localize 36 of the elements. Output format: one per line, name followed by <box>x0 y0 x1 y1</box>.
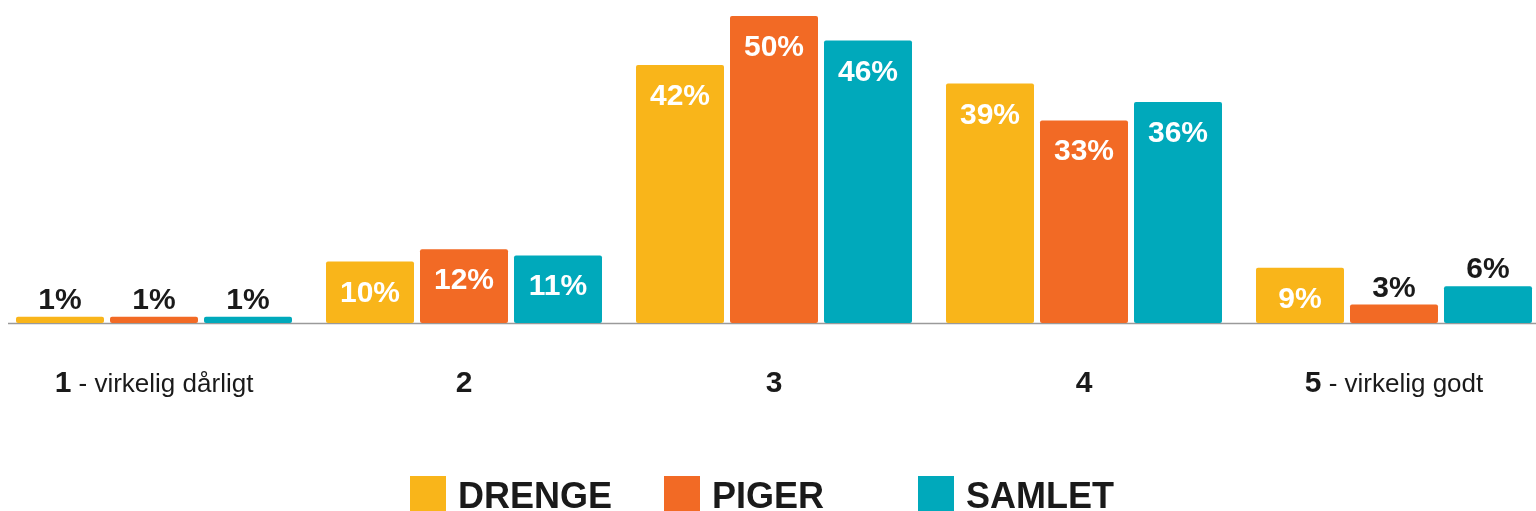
legend-label: PIGER <box>712 475 825 511</box>
data-label: 1% <box>38 281 82 315</box>
bar <box>110 316 198 323</box>
data-label: 46% <box>837 53 899 87</box>
legend-label: SAMLET <box>966 475 1114 511</box>
data-label: 1% <box>226 281 270 315</box>
bar <box>730 16 818 323</box>
bar <box>636 65 724 323</box>
x-tick-label: 3 <box>765 365 783 398</box>
x-tick-label: 2 <box>455 365 473 398</box>
data-label: 1% <box>132 281 176 315</box>
data-label: 9% <box>1278 280 1322 314</box>
data-label: 3% <box>1372 269 1416 303</box>
bar <box>1040 120 1128 323</box>
bar <box>1350 304 1438 323</box>
data-label: 33% <box>1053 133 1115 167</box>
data-label: 11% <box>528 268 588 302</box>
bar <box>1444 286 1532 323</box>
bar <box>1134 101 1222 323</box>
bar <box>514 255 602 323</box>
data-label: 36% <box>1147 114 1209 148</box>
data-label: 42% <box>649 78 711 112</box>
x-tick-label: 5 - virkelig godt <box>1304 365 1485 398</box>
data-label: 12% <box>433 262 495 296</box>
data-label: 39% <box>959 96 1021 130</box>
data-label: 50% <box>743 29 805 62</box>
bar <box>16 316 104 323</box>
bar <box>824 40 912 323</box>
data-label: 6% <box>1466 251 1510 285</box>
bar <box>420 249 508 323</box>
x-tick-label: 4 <box>1075 365 1093 398</box>
x-tick-label: 1 - virkelig dårligt <box>54 365 255 398</box>
legend-label: DRENGE <box>458 475 613 511</box>
data-label: 10% <box>339 274 401 308</box>
bar <box>204 316 292 323</box>
bar <box>946 83 1034 323</box>
